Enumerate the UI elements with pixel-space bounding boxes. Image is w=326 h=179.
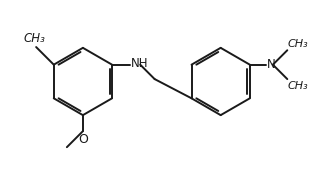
Text: CH₃: CH₃ bbox=[288, 81, 309, 91]
Text: CH₃: CH₃ bbox=[23, 32, 46, 45]
Text: NH: NH bbox=[131, 57, 148, 70]
Text: CH₃: CH₃ bbox=[288, 39, 309, 49]
Text: O: O bbox=[78, 133, 88, 146]
Text: N: N bbox=[266, 58, 275, 71]
